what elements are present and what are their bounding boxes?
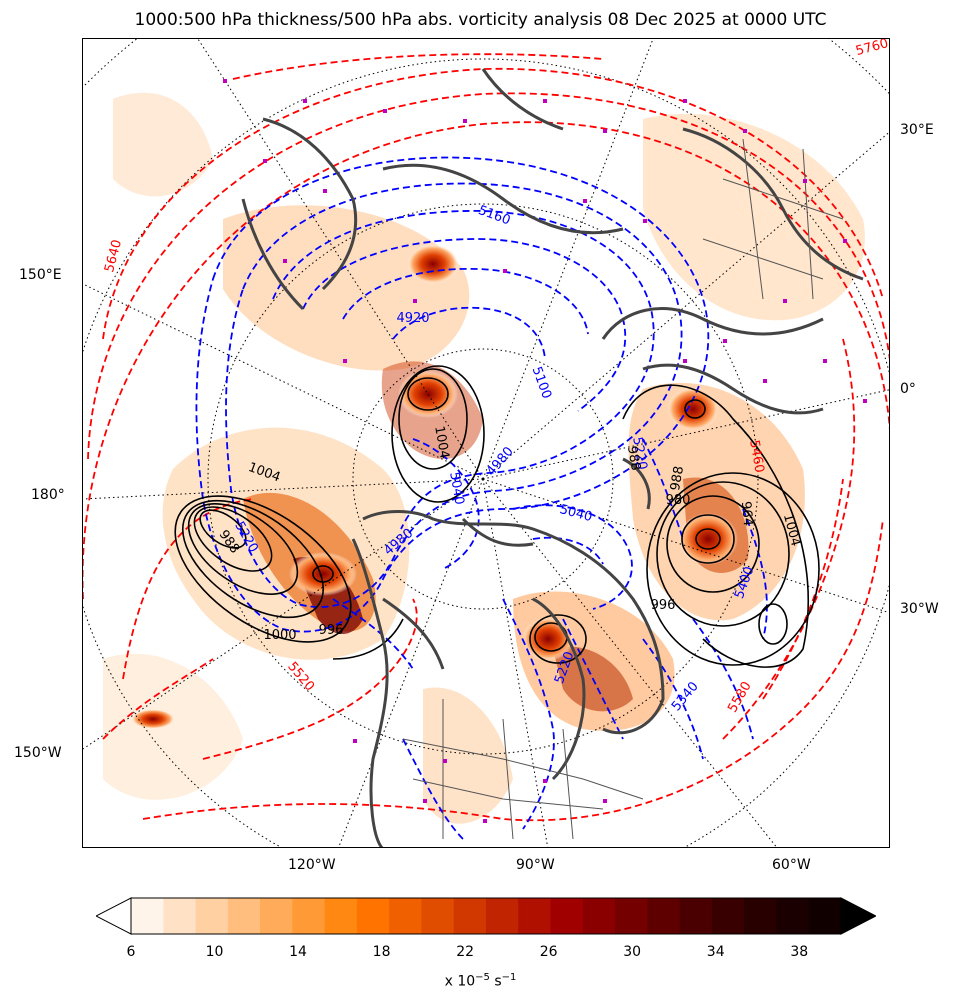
warm-thickness-label: 5760: [854, 39, 890, 59]
colorbar-bin: [776, 898, 810, 934]
lon-label-30w: 30°W: [900, 601, 939, 617]
colorbar-bin: [647, 898, 681, 934]
colorbar-over-arrow: [840, 897, 878, 935]
warm-thickness-label: 5640: [102, 238, 125, 274]
lon-label-150w: 150°W: [14, 745, 62, 761]
borders: [402, 138, 844, 840]
cold-thickness-label: 4920: [396, 311, 429, 326]
colorbar-tick-label: 34: [706, 944, 725, 960]
warm-thickness-label: 5460: [746, 439, 767, 474]
warm-thickness-label: 5520: [284, 659, 317, 694]
map-panel: 5160 4920 5100 5040 4980 5040 4980 5220 5340 5400…: [82, 38, 890, 848]
colorbar-bin: [518, 898, 552, 934]
colorbar-bin: [711, 898, 745, 934]
lon-label-90w: 90°W: [516, 857, 555, 873]
colorbar-under-arrow: [94, 897, 132, 935]
colorbar: [94, 896, 878, 936]
colorbar-label: x 10−5 s−1: [444, 972, 517, 990]
cold-thickness-label: 5160: [476, 203, 512, 228]
cold-thickness-label: 4980: [484, 444, 517, 479]
lon-label-60w: 60°W: [772, 857, 811, 873]
colorbar-tick-label: 26: [539, 944, 558, 960]
colorbar-bin: [389, 898, 422, 934]
cold-thickness-contours: [195, 156, 768, 840]
colorbar-bin: [260, 898, 293, 934]
colorbar-tick-label: 38: [790, 944, 809, 960]
lon-label-180: 180°: [31, 487, 65, 503]
map-canvas: 5160492051005040498050404980522053405400…: [83, 39, 890, 847]
lon-label-30e: 30°E: [900, 122, 934, 138]
lon-label-150e: 150°E: [19, 267, 62, 283]
lon-label-0: 0°: [900, 381, 916, 397]
colorbar-border: [130, 897, 842, 935]
colorbar-bin: [324, 898, 358, 934]
colorbar-bin: [227, 898, 261, 934]
colorbar-bin: [615, 898, 648, 934]
colorbar-bin: [808, 898, 842, 934]
colorbar-bin: [421, 898, 455, 934]
colorbar-bin: [195, 898, 229, 934]
pressure-label: 964: [738, 501, 755, 527]
colorbar-ticks: 6 10 14 18 22 26 30 34 38: [0, 944, 961, 964]
colorbar-bin: [453, 898, 487, 934]
pressure-label: 1004: [431, 425, 452, 460]
colorbar-bin: [163, 898, 197, 934]
cold-thickness-label: 5040: [558, 502, 594, 525]
pressure-label: 980: [666, 493, 691, 508]
pressure-contours: [174, 365, 820, 668]
colorbar-tick-label: 10: [205, 944, 224, 960]
cold-thickness-label: 5040: [446, 471, 467, 506]
warm-thickness-contours: [83, 53, 889, 822]
coastlines: [241, 68, 864, 847]
cold-thickness-label: 5100: [529, 365, 554, 401]
colorbar-tick-label: 22: [456, 944, 475, 960]
cold-thickness-label: 5220: [629, 436, 650, 471]
colorbar-strip: [94, 897, 878, 935]
pressure-label: 988: [624, 445, 643, 472]
lon-label-120w: 120°W: [288, 857, 336, 873]
colorbar-bin: [550, 898, 584, 934]
pressure-label: 988: [668, 465, 687, 492]
map-title: 1000:500 hPa thickness/500 hPa abs. vort…: [134, 10, 827, 30]
pressure-label: 996: [319, 623, 344, 638]
colorbar-bin: [131, 898, 164, 934]
pressure-label: 1000: [263, 628, 296, 643]
colorbar-tick-label: 6: [126, 944, 136, 960]
station-markers: [223, 79, 867, 823]
colorbar-tick-label: 14: [289, 944, 307, 960]
colorbar-bin: [744, 898, 777, 934]
colorbar-bin: [679, 898, 713, 934]
colorbar-tick-label: 30: [623, 944, 642, 960]
colorbar-tick-label: 18: [372, 944, 391, 960]
colorbar-bin: [356, 898, 390, 934]
colorbar-bin: [292, 898, 326, 934]
pressure-label: 996: [651, 598, 676, 613]
colorbar-bin: [486, 898, 519, 934]
colorbar-bin: [582, 898, 616, 934]
